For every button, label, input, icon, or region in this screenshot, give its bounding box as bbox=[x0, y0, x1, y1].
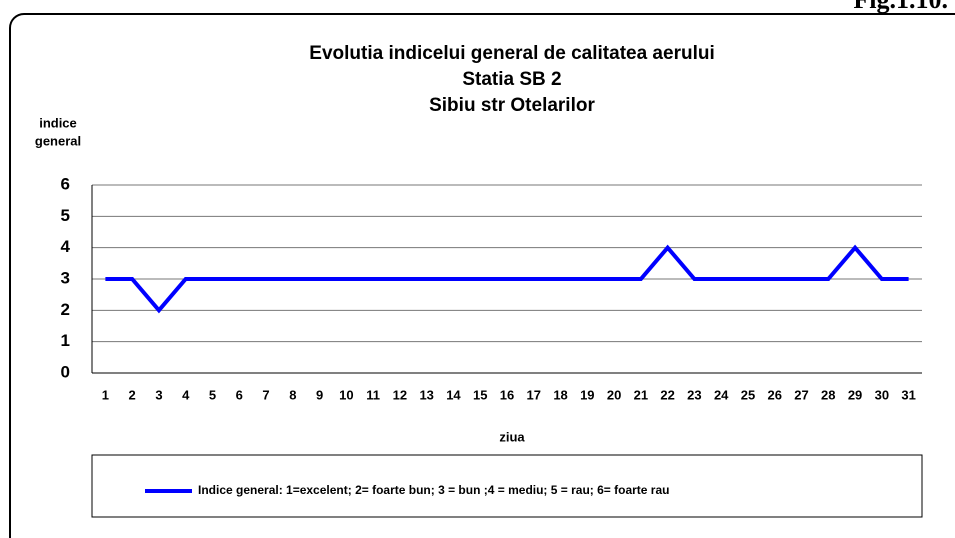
x-tick-label: 30 bbox=[875, 387, 889, 402]
x-tick-label: 27 bbox=[794, 387, 808, 402]
x-tick-label: 24 bbox=[714, 387, 729, 402]
y-tick-label: 6 bbox=[61, 174, 70, 193]
x-tick-label: 11 bbox=[366, 387, 380, 402]
x-tick-label: 19 bbox=[580, 387, 594, 402]
x-tick-label: 16 bbox=[500, 387, 514, 402]
y-tick-label: 3 bbox=[61, 268, 70, 287]
x-tick-label: 21 bbox=[634, 387, 648, 402]
data-line bbox=[105, 244, 909, 314]
label-background bbox=[770, 0, 955, 12]
y-tick-label: 2 bbox=[61, 300, 70, 319]
x-tick-label: 9 bbox=[316, 387, 323, 402]
x-tick-label: 22 bbox=[660, 387, 674, 402]
chart-title: Evolutia indicelui general de calitatea … bbox=[309, 43, 714, 64]
x-tick-label: 23 bbox=[687, 387, 701, 402]
x-tick-label: 25 bbox=[741, 387, 755, 402]
x-tick-label: 4 bbox=[182, 387, 190, 402]
x-tick-label: 2 bbox=[129, 387, 136, 402]
legend-box bbox=[91, 454, 923, 518]
x-tick-label: 15 bbox=[473, 387, 487, 402]
x-tick-label: 26 bbox=[768, 387, 782, 402]
x-axis-label: ziua bbox=[499, 429, 525, 444]
y-tick-label: 4 bbox=[61, 237, 71, 256]
x-tick-label: 5 bbox=[209, 387, 216, 402]
chart-border bbox=[9, 13, 955, 538]
x-tick-label: 10 bbox=[339, 387, 353, 402]
x-tick-label: 31 bbox=[901, 387, 915, 402]
x-tick-label: 1 bbox=[102, 387, 109, 402]
x-tick-label: 20 bbox=[607, 387, 621, 402]
x-tick-label: 18 bbox=[553, 387, 567, 402]
y-tick-label: 1 bbox=[61, 331, 70, 350]
x-tick-label: 6 bbox=[236, 387, 243, 402]
x-tick-label: 13 bbox=[419, 387, 433, 402]
chart-title: Sibiu str Otelarilor bbox=[429, 95, 595, 116]
x-tick-label: 7 bbox=[262, 387, 269, 402]
x-tick-label: 29 bbox=[848, 387, 862, 402]
figure-label: Fig.1.10. bbox=[853, 0, 948, 14]
y-tick-label: 5 bbox=[61, 206, 70, 225]
x-tick-label: 28 bbox=[821, 387, 835, 402]
x-tick-label: 12 bbox=[393, 387, 407, 402]
chart-title: Statia SB 2 bbox=[462, 69, 561, 90]
legend-label: Indice general: 1=excelent; 2= foarte bu… bbox=[198, 483, 669, 497]
y-tick-label: 0 bbox=[61, 362, 70, 381]
x-tick-label: 8 bbox=[289, 387, 296, 402]
y-axis-label: indice bbox=[39, 115, 77, 130]
x-tick-label: 17 bbox=[527, 387, 541, 402]
x-tick-label: 14 bbox=[446, 387, 461, 402]
x-tick-label: 3 bbox=[155, 387, 162, 402]
y-axis-label: general bbox=[35, 133, 81, 148]
